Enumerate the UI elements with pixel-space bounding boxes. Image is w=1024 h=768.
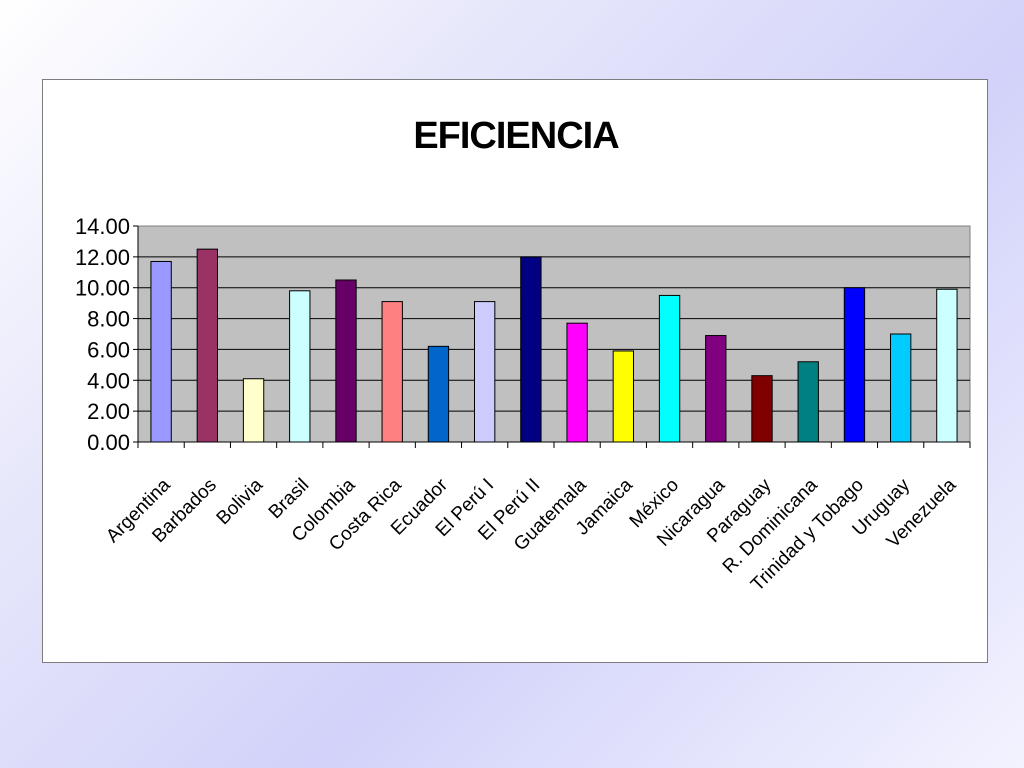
bar bbox=[427, 345, 450, 443]
bar bbox=[381, 301, 403, 443]
bar bbox=[335, 279, 357, 443]
chart-frame: EFICIENCIA 0.00 2.00 4.00 6.00 8.00 10.00 12.0… bbox=[42, 79, 988, 663]
y-tick-label: 4.00 bbox=[87, 368, 130, 393]
bar bbox=[150, 260, 172, 443]
chart-title: EFICIENCIA bbox=[413, 115, 619, 157]
bar bbox=[196, 248, 219, 443]
bar bbox=[242, 378, 265, 443]
bar bbox=[936, 288, 958, 443]
bar bbox=[612, 350, 635, 443]
x-tick-label: Bolivia bbox=[213, 474, 268, 529]
bar bbox=[889, 333, 912, 443]
bar bbox=[751, 375, 773, 443]
bar bbox=[473, 301, 496, 443]
y-tick-label: 10.00 bbox=[75, 276, 130, 301]
bar bbox=[520, 256, 542, 443]
y-tick-label: 8.00 bbox=[87, 307, 130, 332]
bar bbox=[843, 287, 866, 443]
bar-chart: EFICIENCIA 0.00 2.00 4.00 6.00 8.00 10.00 12.0… bbox=[75, 115, 971, 596]
y-tick-label: 12.00 bbox=[75, 245, 130, 270]
bar bbox=[797, 361, 819, 443]
y-tick-label: 14.00 bbox=[75, 214, 130, 239]
bar bbox=[658, 294, 681, 443]
bar bbox=[289, 290, 311, 443]
y-tick-label: 2.00 bbox=[87, 399, 130, 424]
bar bbox=[705, 335, 727, 443]
y-tick-label: 0.00 bbox=[87, 430, 130, 455]
y-tick-label: 6.00 bbox=[87, 337, 130, 362]
plot-area: 0.002.004.006.008.0010.0012.0014.00Argen… bbox=[75, 214, 971, 596]
bar bbox=[566, 322, 588, 443]
plot-background bbox=[137, 225, 971, 443]
